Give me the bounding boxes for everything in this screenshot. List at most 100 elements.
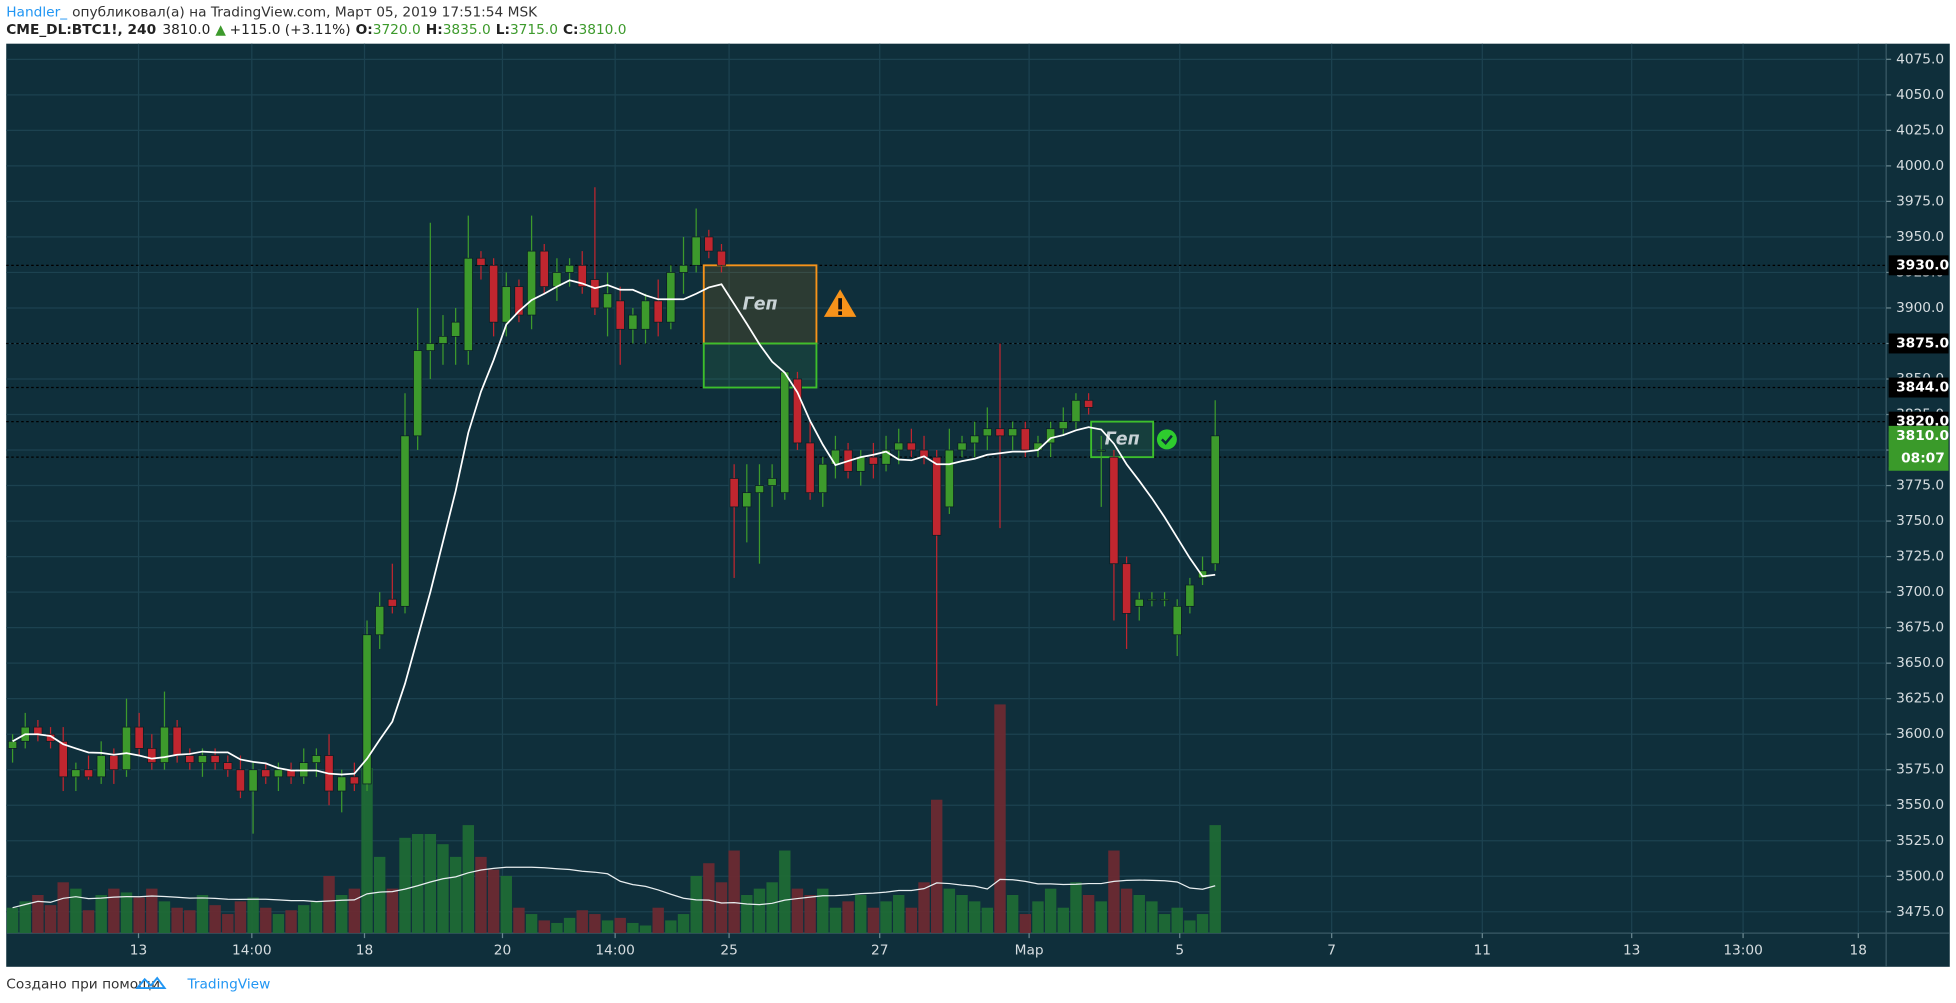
candle-body — [830, 449, 840, 465]
volume-bar — [323, 875, 335, 934]
volume-bar — [918, 882, 930, 934]
candle-body — [539, 250, 549, 288]
volume-bar — [791, 888, 804, 934]
price-line-label: 3875.0 — [1896, 335, 1949, 351]
volume-bar — [95, 894, 107, 934]
candle-body — [387, 598, 397, 607]
volume-bar — [1108, 850, 1120, 934]
volume-bar — [1006, 894, 1019, 934]
volume-bar — [741, 894, 753, 934]
y-tick-label: 3750.0 — [1896, 513, 1944, 529]
volume-bar — [133, 897, 145, 934]
x-tick-label: 14:00 — [232, 943, 272, 959]
volume-bar — [690, 875, 702, 934]
volume-bar — [779, 850, 791, 934]
candle-body — [223, 762, 233, 771]
candle-body — [1008, 428, 1018, 437]
volume-bar — [424, 834, 437, 934]
volume-bar — [589, 914, 601, 934]
candle-body — [121, 726, 132, 771]
volume-bar — [1196, 914, 1209, 934]
x-tick-label: 11 — [1474, 943, 1491, 959]
ohlc-key: H: — [426, 22, 443, 38]
volume-bar — [222, 914, 234, 934]
warning-icon-mark — [838, 298, 843, 310]
price-line-label: 3844.0 — [1896, 380, 1949, 396]
arrow: ▲ — [215, 22, 226, 38]
candle-body — [691, 236, 701, 266]
candle-body — [780, 371, 790, 494]
volume-bar — [867, 907, 880, 934]
volume-bar — [842, 901, 854, 934]
symbol: CME_DL:BTC1!, 240 — [6, 22, 156, 38]
candle-body — [678, 264, 689, 273]
candle-body — [704, 236, 714, 252]
ohlc-key: C: — [563, 22, 579, 38]
candle-body — [577, 264, 587, 288]
volume-bar — [994, 704, 1006, 934]
last-price-label: 3810.0 — [1896, 428, 1949, 444]
y-tick-label: 4025.0 — [1896, 122, 1944, 138]
candle-body — [33, 726, 43, 735]
candle-body — [640, 300, 651, 330]
volume-bar — [1146, 901, 1158, 934]
volume-bar — [1095, 901, 1107, 934]
candle-body — [1096, 449, 1106, 452]
candle-body — [1134, 598, 1144, 607]
volume-bar — [804, 894, 816, 934]
candle-body — [1071, 399, 1081, 422]
volume-bar — [146, 888, 158, 934]
volume-bar — [766, 882, 778, 934]
check-icon-mark — [1161, 434, 1173, 445]
volume-bar — [196, 894, 209, 934]
volume-bar — [247, 897, 259, 934]
candle-body — [58, 740, 68, 778]
y-tick-label: 3525.0 — [1896, 833, 1944, 849]
author[interactable]: Handler_ — [6, 5, 67, 21]
footer-brand[interactable]: TradingView — [186, 976, 270, 992]
volume-bar — [665, 920, 677, 934]
footer-text: Создано при помощи — [6, 976, 160, 992]
candle-body — [400, 435, 410, 607]
price-line-label-box — [1888, 377, 1949, 398]
y-tick-label: 3700.0 — [1896, 584, 1944, 600]
volume-bar — [19, 901, 31, 934]
ohlc-value: 3715.0 — [510, 22, 558, 38]
candle-body — [147, 748, 157, 763]
volume-bar — [411, 834, 424, 934]
volume-bar — [525, 914, 538, 934]
volume-bar — [1044, 888, 1057, 934]
candle-body — [906, 442, 916, 451]
volume-bar — [893, 894, 905, 934]
volume-bar — [158, 901, 171, 934]
volume-bar — [310, 901, 323, 934]
candle-body — [235, 769, 245, 792]
volume-bar — [715, 882, 728, 934]
y-tick-label: 3950.0 — [1896, 229, 1944, 245]
y-tick-label: 3775.0 — [1896, 478, 1944, 494]
volume-bar — [1019, 914, 1032, 934]
volume-bar — [260, 907, 272, 934]
y-tick-label: 3900.0 — [1896, 300, 1944, 316]
candle-body — [83, 769, 94, 778]
candle-body — [185, 755, 195, 763]
warning-icon-dot — [838, 311, 843, 316]
ohlc-value: 3810.0 — [579, 22, 627, 38]
candle-body — [970, 435, 980, 444]
volume-bar — [82, 910, 95, 934]
y-tick-label: 3475.0 — [1896, 904, 1944, 920]
volume-bar — [968, 901, 981, 934]
volume-bar — [1133, 894, 1145, 934]
volume-bar — [652, 907, 664, 934]
price-line-label-box — [1888, 255, 1949, 276]
candle-body — [1160, 598, 1170, 601]
candle-body — [1020, 428, 1030, 451]
x-tick-label: 25 — [720, 943, 737, 959]
volume-bar — [234, 901, 247, 934]
x-tick-label: 27 — [871, 943, 888, 959]
candle-body — [362, 634, 372, 785]
volume-bar — [120, 892, 133, 934]
volume-bar — [728, 850, 740, 934]
volume-bar — [209, 905, 221, 934]
candle-body — [1197, 570, 1208, 579]
